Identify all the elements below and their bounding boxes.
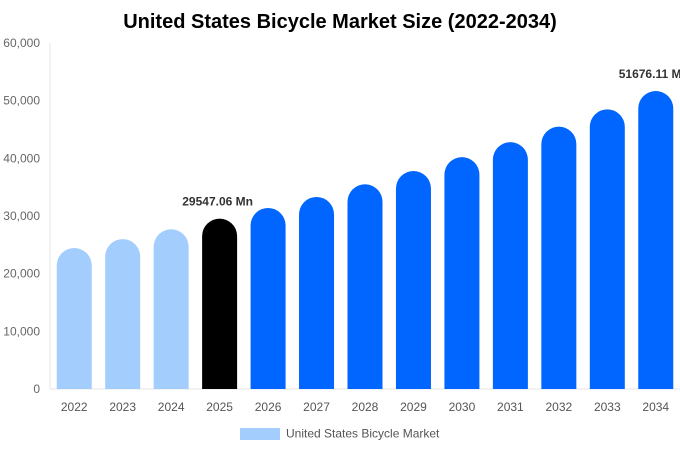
x-axis: 2022 2023 2024 2025 2026 2027 2028 2029 2030 2031… bbox=[61, 400, 670, 414]
chart-title: United States Bicycle Market Size (2022-… bbox=[123, 11, 557, 33]
bar-2028 bbox=[347, 184, 383, 389]
bar-2022 bbox=[56, 248, 92, 389]
x-tick-label: 2030 bbox=[449, 400, 476, 414]
bars bbox=[56, 91, 674, 390]
legend[interactable]: United States Bicycle Market bbox=[240, 427, 440, 441]
bar-2034 bbox=[638, 91, 674, 389]
y-tick-label: 10,000 bbox=[3, 324, 40, 338]
y-tick-label: 20,000 bbox=[3, 267, 40, 281]
bar-2023 bbox=[105, 239, 141, 389]
bar-2024 bbox=[153, 229, 189, 389]
y-tick-label: 30,000 bbox=[3, 209, 40, 223]
bar-2026 bbox=[250, 207, 286, 389]
x-tick-label: 2024 bbox=[158, 400, 185, 414]
bar-2025 bbox=[202, 218, 238, 389]
x-tick-label: 2023 bbox=[109, 400, 136, 414]
data-label: 51676.11 Mn bbox=[619, 67, 680, 81]
y-tick-label: 0 bbox=[33, 382, 40, 396]
x-tick-label: 2028 bbox=[352, 400, 379, 414]
y-tick-label: 60,000 bbox=[3, 36, 40, 50]
bar-2032 bbox=[541, 126, 577, 389]
y-tick-label: 50,000 bbox=[3, 94, 40, 108]
bar-2029 bbox=[395, 171, 431, 389]
y-tick-label: 40,000 bbox=[3, 151, 40, 165]
annotations: 29547.06 Mn 51676.11 Mn bbox=[182, 67, 680, 209]
legend-label: United States Bicycle Market bbox=[286, 427, 440, 441]
bar-2033 bbox=[589, 109, 625, 390]
x-tick-label: 2029 bbox=[400, 400, 427, 414]
x-tick-label: 2034 bbox=[642, 400, 669, 414]
y-axis: 0 10,000 20,000 30,000 40,000 50,000 60,000 bbox=[3, 36, 680, 396]
x-tick-label: 2026 bbox=[255, 400, 282, 414]
x-tick-label: 2025 bbox=[206, 400, 233, 414]
bar-2027 bbox=[299, 196, 335, 389]
legend-swatch bbox=[240, 428, 280, 440]
x-tick-label: 2033 bbox=[594, 400, 621, 414]
bar-2031 bbox=[492, 142, 528, 389]
x-tick-label: 2031 bbox=[497, 400, 524, 414]
bar-2030 bbox=[444, 157, 480, 389]
x-tick-label: 2022 bbox=[61, 400, 88, 414]
x-tick-label: 2032 bbox=[545, 400, 572, 414]
data-label: 29547.06 Mn bbox=[182, 195, 253, 209]
x-tick-label: 2027 bbox=[303, 400, 330, 414]
